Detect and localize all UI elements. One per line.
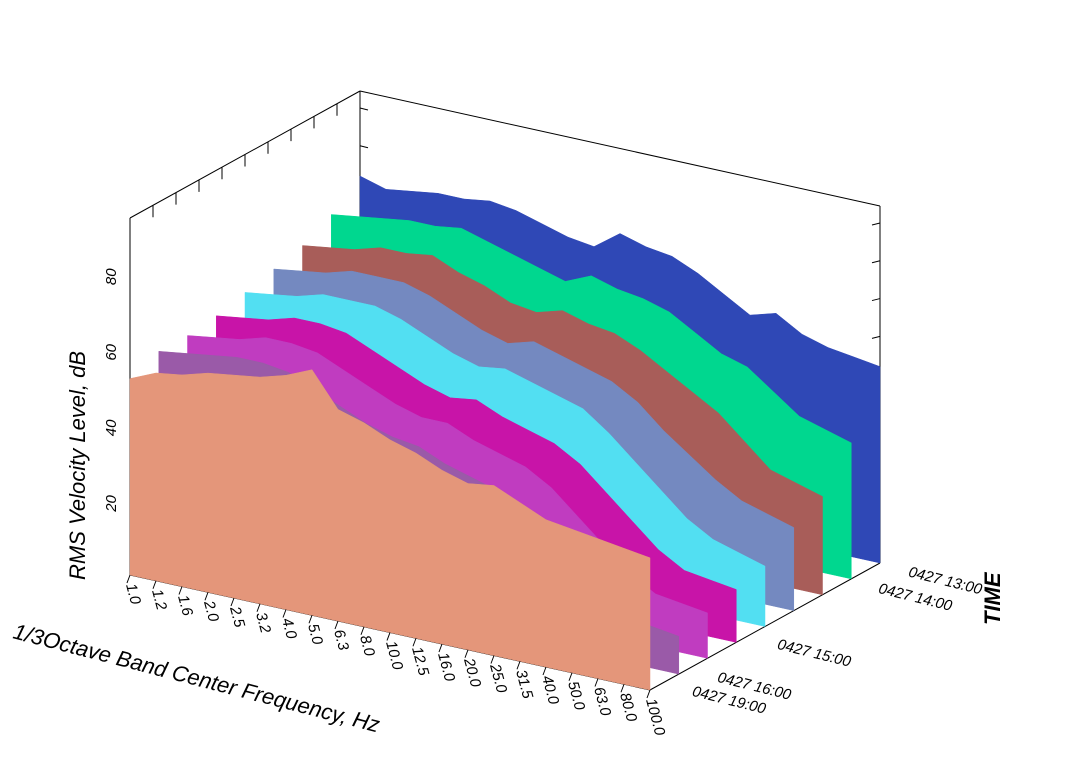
x-tick-mark xyxy=(308,615,313,624)
z-tick-mark xyxy=(359,107,369,111)
z-tick-mark xyxy=(871,222,881,226)
z-tick-labels: 20 40 60 80 xyxy=(103,268,120,513)
x-tick-mark xyxy=(412,638,417,647)
x-tick-label: 4.0 xyxy=(278,616,300,641)
x-tick-mark xyxy=(516,661,521,670)
x-tick-label: 2.0 xyxy=(200,598,222,624)
x-tick-mark xyxy=(230,597,235,607)
series-layer xyxy=(129,175,881,691)
x-tick-label: 25.0 xyxy=(486,661,510,695)
z-tick-mark xyxy=(871,335,881,339)
x-tick-mark xyxy=(204,592,209,601)
x-tick-label: 12.5 xyxy=(408,645,432,678)
x-tick-mark xyxy=(256,603,261,612)
x-tick-mark xyxy=(542,666,547,676)
time-tick-label: 0427 15:00 xyxy=(776,636,854,671)
z-tick-mark xyxy=(871,298,881,302)
series-1900-area xyxy=(129,369,651,691)
x-tick-mark xyxy=(282,609,287,618)
x-tick-mark xyxy=(360,626,365,635)
x-tick-mark xyxy=(438,643,443,653)
x-tick-label: 100.0 xyxy=(642,697,668,738)
x-tick-label: 2.5 xyxy=(226,604,248,630)
x-tick-mark xyxy=(568,672,573,681)
x-tick-label: 3.2 xyxy=(252,610,274,635)
z-tick-label: 20 xyxy=(103,494,120,512)
x-tick-label: 5.0 xyxy=(304,622,326,647)
x-tick-mark xyxy=(620,684,625,693)
x-tick-mark xyxy=(386,632,391,641)
z-tick-mark xyxy=(871,260,881,264)
x-tick-label: 8.0 xyxy=(356,633,378,658)
x-tick-label: 40.0 xyxy=(538,674,562,707)
x-tick-label: 63.0 xyxy=(590,685,614,718)
x-tick-label: 80.0 xyxy=(616,691,640,724)
back-top-edge xyxy=(359,90,881,207)
x-tick-label: 1.6 xyxy=(174,593,196,618)
x-axis-label: 1/3Octave Band Center Frequency, Hz xyxy=(11,619,383,738)
z-tick-label: 40 xyxy=(103,419,120,436)
x-tick-mark xyxy=(490,655,495,664)
x-tick-mark xyxy=(178,586,183,595)
x-tick-mark xyxy=(126,574,131,584)
z-axis-label: RMS Velocity Level, dB xyxy=(65,351,90,580)
x-tick-label: 6.3 xyxy=(330,628,352,653)
z-tick-label: 60 xyxy=(103,343,120,360)
x-tick-label: 31.5 xyxy=(512,668,536,701)
x-tick-label: 16.0 xyxy=(434,651,458,684)
x-tick-mark xyxy=(594,678,599,687)
x-tick-mark xyxy=(152,580,157,589)
x-tick-mark xyxy=(334,620,339,630)
x-tick-mark xyxy=(464,649,469,658)
x-tick-label: 10.0 xyxy=(382,639,406,672)
x-tick-label: 20.0 xyxy=(460,655,484,689)
z-tick-mark xyxy=(359,145,369,149)
x-tick-label: 50.0 xyxy=(564,679,588,712)
y-axis-label: TIME xyxy=(980,571,1005,625)
x-tick-mark xyxy=(646,689,651,699)
z-tick-label: 80 xyxy=(103,268,120,285)
x-tick-label: 1.0 xyxy=(122,582,144,607)
x-tick-label: 1.2 xyxy=(148,587,170,612)
